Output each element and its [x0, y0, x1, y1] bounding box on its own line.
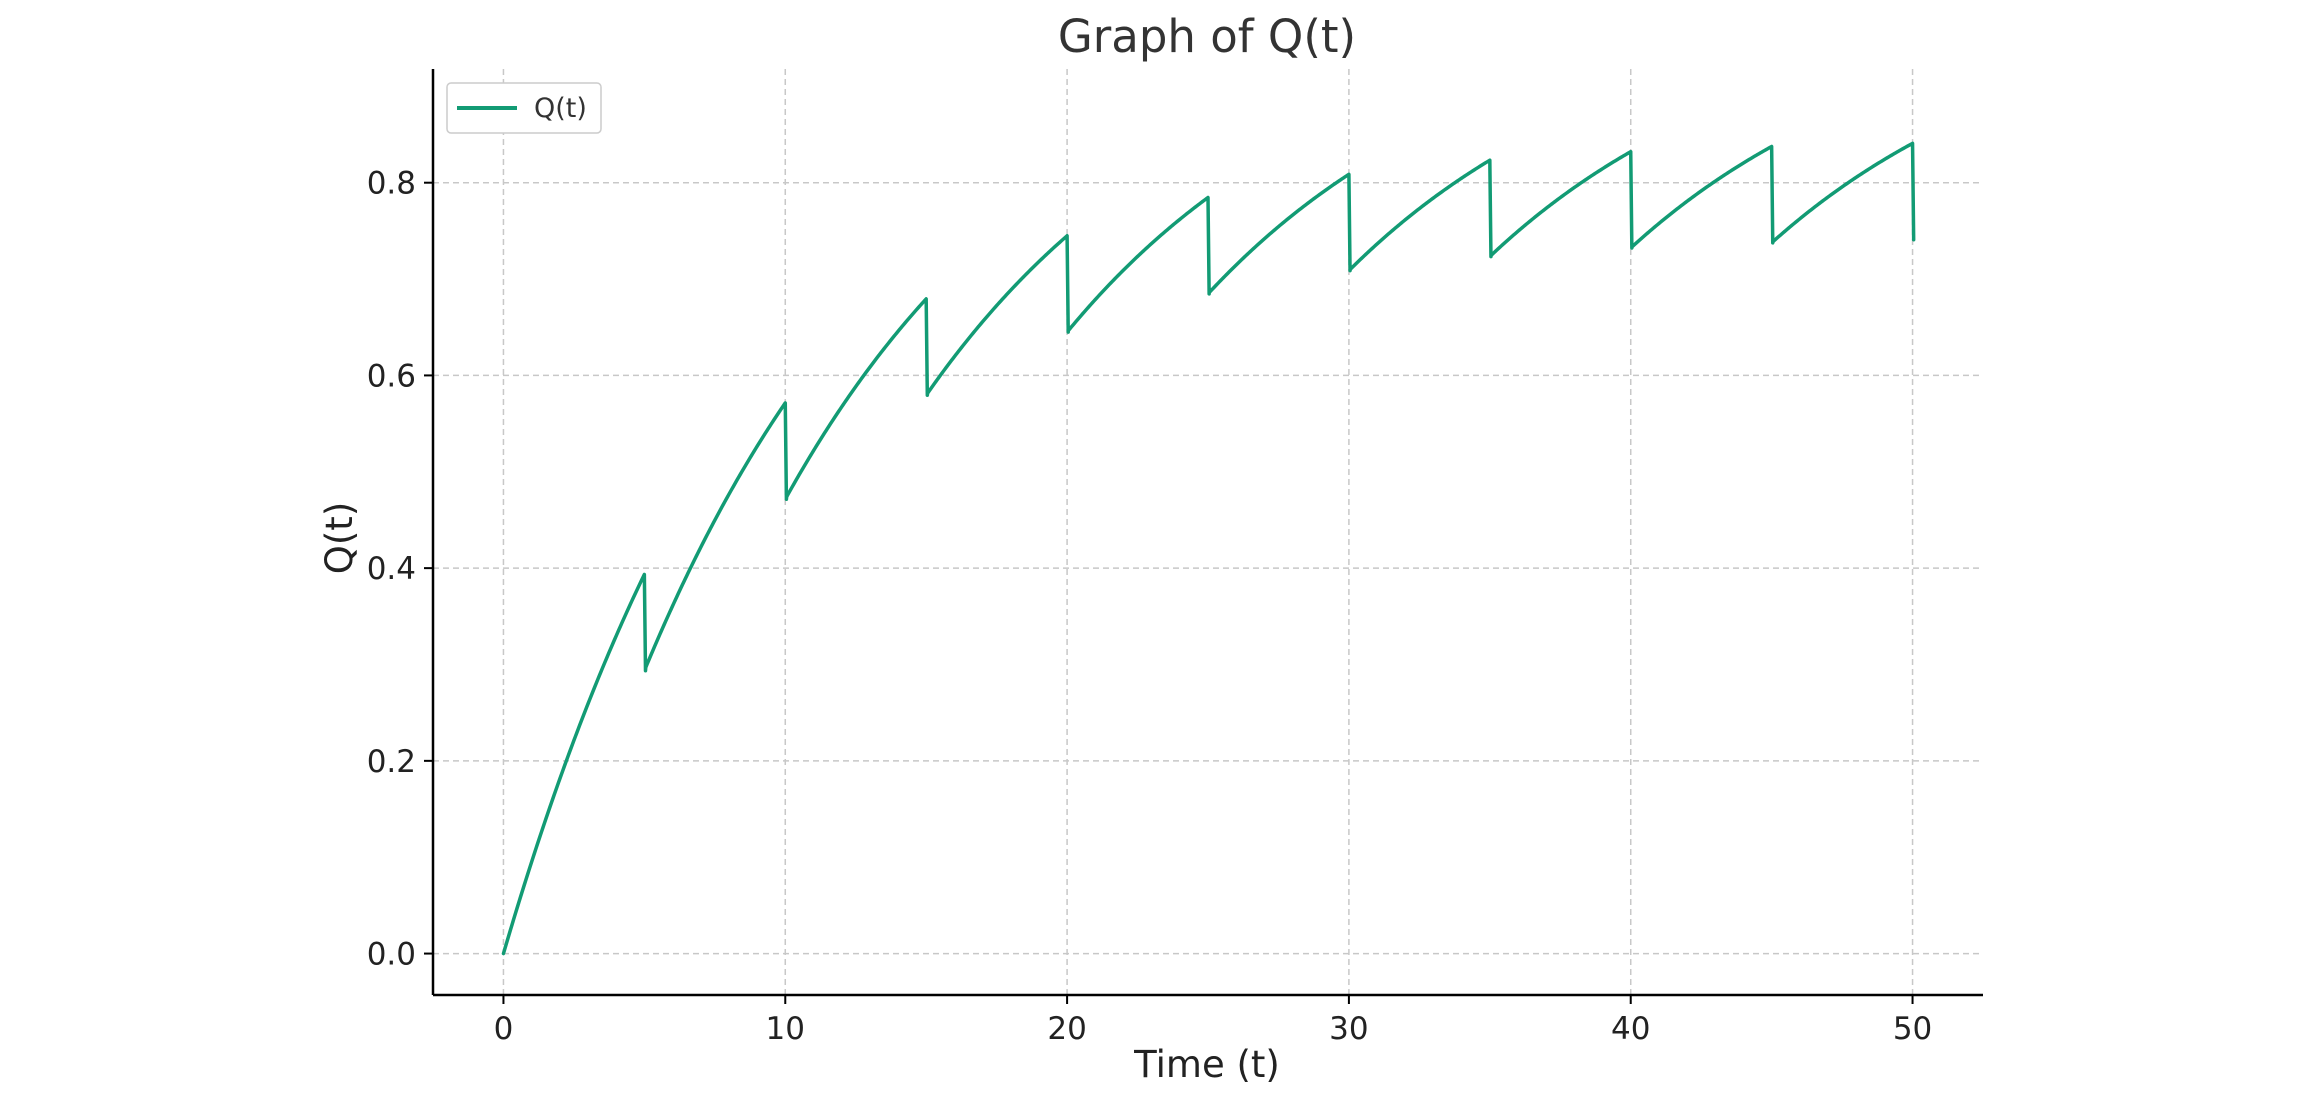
x-axis-title: Time (t)	[1133, 1043, 1280, 1086]
y-tick-label: 0.4	[367, 551, 416, 587]
series-layer	[501, 141, 1916, 956]
chart-title: Graph of Q(t)	[1058, 10, 1356, 63]
y-tick-label: 0.0	[367, 937, 416, 973]
axes	[431, 69, 1983, 997]
y-tick-label: 0.8	[367, 166, 416, 202]
y-axis-title: Q(t)	[318, 502, 361, 575]
y-tick-label: 0.2	[367, 744, 416, 780]
x-tick-label: 50	[1893, 1011, 1932, 1047]
x-tick-label: 40	[1611, 1011, 1650, 1047]
legend-label: Q(t)	[534, 93, 587, 124]
x-tick-label: 30	[1329, 1011, 1368, 1047]
x-tick-label: 10	[766, 1011, 805, 1047]
ticks: 0 10 20 30 40 50 0.0 0.2 0.4 0.6 0.8	[367, 166, 1933, 1047]
legend-frame	[446, 82, 602, 134]
series-line-q-t	[501, 141, 1916, 956]
x-tick-label: 0	[494, 1011, 514, 1047]
legend: Q(t)	[446, 82, 602, 134]
y-tick-label: 0.6	[367, 358, 416, 394]
x-tick-label: 20	[1047, 1011, 1086, 1047]
